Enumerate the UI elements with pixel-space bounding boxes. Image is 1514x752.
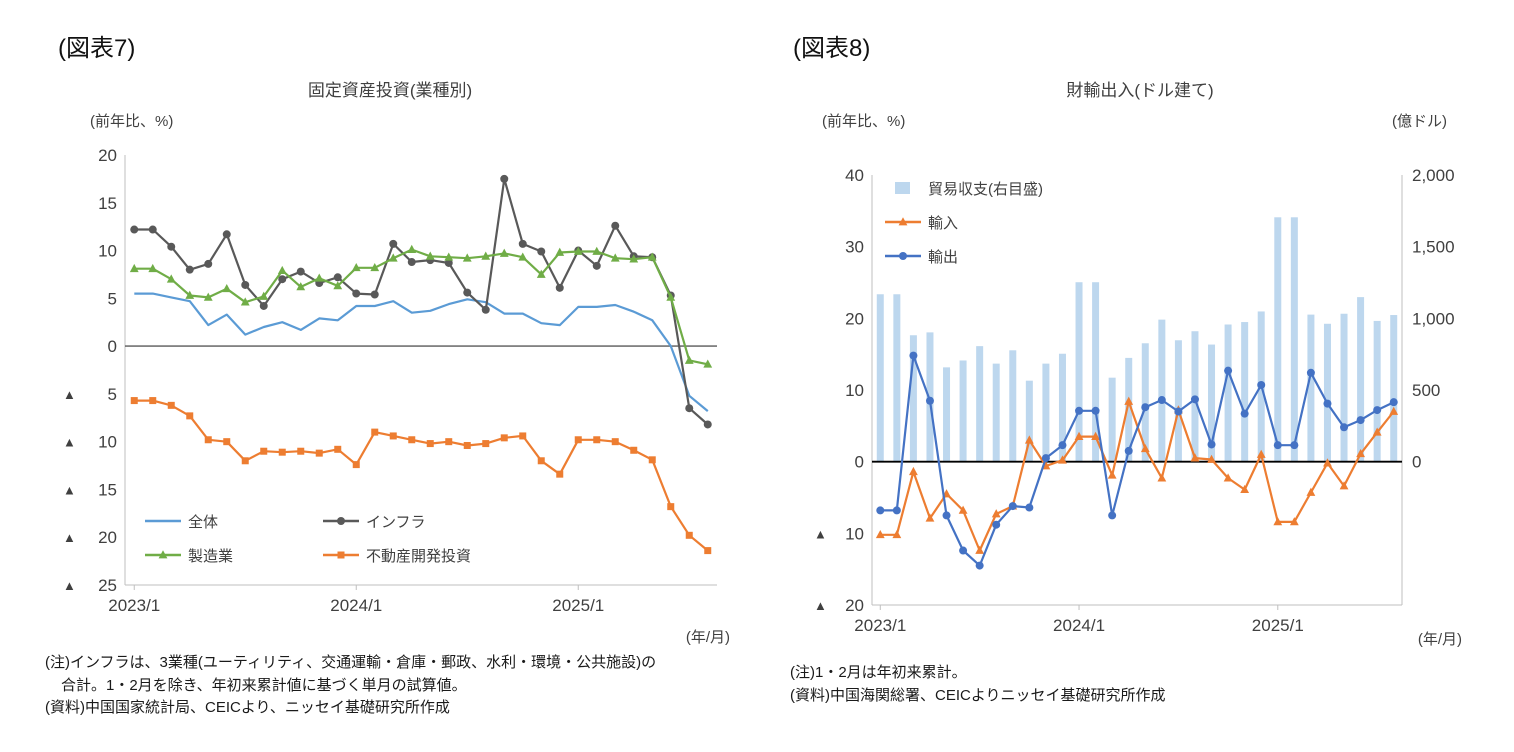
svg-text:▲: ▲: [814, 598, 827, 613]
figure7-label: (図表7): [58, 35, 136, 62]
svg-text:15: 15: [98, 480, 117, 499]
svg-text:1,500: 1,500: [1412, 238, 1455, 257]
figure7-chart-svg: 20 15 10 5 0 5 ▲ 10 ▲ 15 ▲ 20 ▲ 25 ▲ 2023/1 2024/1 2025/1: [63, 146, 717, 615]
svg-text:0: 0: [1412, 453, 1421, 472]
figure7-title: 固定資産投資(業種別): [307, 81, 473, 100]
svg-text:15: 15: [98, 194, 117, 213]
figure8-x-axis-unit: (年/月): [1417, 631, 1462, 648]
svg-text:5: 5: [108, 289, 117, 308]
svg-text:10: 10: [98, 242, 117, 261]
svg-text:2023/1: 2023/1: [854, 616, 906, 635]
figure8-label: (図表8): [793, 35, 871, 62]
svg-text:▲: ▲: [63, 578, 76, 593]
figure7-note-line1: (注)インフラは、3業種(ユーティリティ、交通運輸・倉庫・郵政、水利・環境・公共…: [45, 654, 657, 671]
svg-text:2025/1: 2025/1: [1252, 616, 1304, 635]
figure8-y-axis-unit-right: (億ドル): [1392, 113, 1447, 130]
svg-text:▲: ▲: [63, 435, 76, 450]
figure8-note-line1: (注)1・2月は年初来累計。: [790, 664, 967, 681]
svg-text:▲: ▲: [63, 530, 76, 545]
figure8-y-axis-unit-left: (前年比、%): [822, 113, 906, 130]
svg-text:2025/1: 2025/1: [552, 596, 604, 615]
figure8-notes: (注)1・2月は年初来累計。 (資料)中国海関総署、CEICよりニッセイ基礎研究…: [790, 662, 1166, 707]
svg-text:2024/1: 2024/1: [330, 596, 382, 615]
figure7-panel: (図表7) 固定資産投資(業種別) (前年比、%) 20 15 10 5 0 5 ▲ 10 ▲ 1…: [40, 14, 740, 744]
svg-text:20: 20: [845, 309, 864, 328]
svg-text:0: 0: [108, 337, 117, 356]
figure8-note-line2: (資料)中国海関総署、CEICよりニッセイ基礎研究所作成: [790, 686, 1166, 704]
svg-text:40: 40: [845, 166, 864, 185]
figure7-note-line2: 合計。1・2月を除き、年初来累計値に基づく単月の試算値。: [61, 676, 467, 694]
svg-text:2024/1: 2024/1: [1053, 616, 1105, 635]
svg-text:20: 20: [98, 528, 117, 547]
svg-text:5: 5: [108, 385, 117, 404]
svg-text:20: 20: [98, 146, 117, 165]
svg-text:1,000: 1,000: [1412, 309, 1455, 328]
figure7-note-line3: (資料)中国国家統計局、CEICより、ニッセイ基礎研究所作成: [45, 699, 450, 716]
svg-text:10: 10: [845, 381, 864, 400]
svg-text:30: 30: [845, 238, 864, 257]
svg-text:0: 0: [855, 453, 864, 472]
figure7-x-axis-unit: (年/月): [685, 629, 730, 646]
svg-text:10: 10: [98, 433, 117, 452]
svg-text:▲: ▲: [63, 387, 76, 402]
svg-text:2023/1: 2023/1: [108, 596, 160, 615]
figure8-title: 財輸出入(ドル建て): [1066, 81, 1214, 100]
figure7-y-axis-unit: (前年比、%): [90, 113, 174, 130]
figure8-panel: (図表8) 財輸出入(ドル建て) (前年比、%) (億ドル) 40 30 20 10 0…: [780, 14, 1490, 744]
svg-text:10: 10: [845, 524, 864, 543]
figure8-chart-svg: 40 30 20 10 0 10 ▲ 20 ▲ 2,000 1,500 1,000 500 0 2023/1…: [814, 166, 1455, 635]
svg-text:500: 500: [1412, 381, 1440, 400]
svg-text:20: 20: [845, 596, 864, 615]
svg-text:▲: ▲: [814, 526, 827, 541]
svg-text:2,000: 2,000: [1412, 166, 1455, 185]
figure7-notes: (注)インフラは、3業種(ユーティリティ、交通運輸・倉庫・郵政、水利・環境・公共…: [45, 652, 656, 720]
svg-text:25: 25: [98, 576, 117, 595]
svg-text:▲: ▲: [63, 482, 76, 497]
